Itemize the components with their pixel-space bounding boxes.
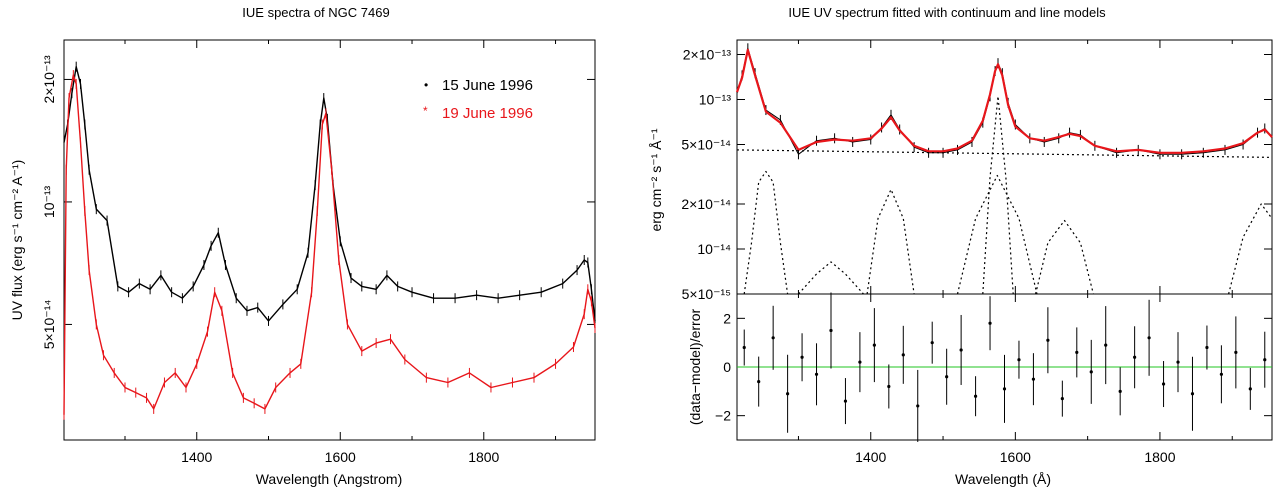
- residual-point: [1031, 377, 1036, 381]
- right-top-plot-frame: [736, 39, 1273, 295]
- residual-point: [872, 343, 876, 347]
- line-component-model: [956, 174, 1038, 295]
- right-top-ticks: 5×10⁻¹⁵ 10⁻¹⁴ 2×10⁻¹⁴ 5×10⁻¹⁴ 10⁻¹³ 2×10⁻¹³: [681, 40, 1272, 302]
- total-model-fit: [735, 48, 1273, 154]
- residual-point: [1017, 358, 1021, 362]
- left-x-axis-label: Wavelength (Angstrom): [256, 471, 403, 487]
- right-top-y-axis-label: erg cm⁻² s⁻¹ Å⁻¹: [648, 128, 664, 231]
- x-tick-label: 1600: [325, 449, 356, 465]
- right-top-series: [735, 43, 1273, 295]
- residual-point: [1133, 355, 1137, 359]
- residual-point: [916, 404, 920, 408]
- y-tick-label: 5×10⁻¹⁵: [682, 286, 731, 302]
- y-tick-label: 2×10⁻¹³: [683, 46, 732, 62]
- line-component-model: [743, 170, 789, 295]
- legend-entry-2: 19 June 1996: [442, 105, 533, 122]
- residual-point: [1089, 370, 1093, 374]
- residual-point: [1002, 387, 1007, 391]
- residual-point: [742, 345, 746, 350]
- residual-point: [829, 328, 833, 333]
- residual-point: [1176, 360, 1180, 364]
- residual-point: [1248, 387, 1252, 391]
- y-tick-label: −2: [715, 408, 731, 424]
- line-component-model: [982, 95, 1014, 295]
- y-tick-label: 2: [723, 310, 731, 326]
- y-tick-label: 10⁻¹³: [41, 185, 57, 218]
- left-chart: IUE spectra of NGC 7469 1400 1600 1800 5×10…: [9, 5, 596, 487]
- line-component-model: [866, 188, 915, 295]
- residual-point: [1219, 372, 1223, 376]
- series-15-june-1996: [63, 66, 596, 322]
- y-tick-label: 5×10⁻¹⁴: [41, 300, 57, 350]
- residual-point: [887, 384, 891, 389]
- residual-point: [1263, 358, 1267, 362]
- y-tick-label: 5×10⁻¹⁴: [681, 136, 731, 152]
- left-chart-title: IUE spectra of NGC 7469: [242, 5, 389, 20]
- right-chart-title: IUE UV spectrum fitted with continuum an…: [788, 5, 1106, 20]
- y-tick-label: 10⁻¹³: [699, 91, 732, 107]
- residual-point: [1190, 392, 1195, 396]
- spectrum-data: [736, 47, 1273, 155]
- residual-point: [1046, 338, 1050, 342]
- residual-point: [800, 355, 804, 359]
- legend-marker-1: •: [424, 78, 428, 92]
- residual-point: [1234, 350, 1238, 354]
- x-tick-label: 1800: [1144, 449, 1175, 465]
- x-tick-label: 1400: [855, 449, 886, 465]
- x-tick-label: 1600: [1000, 449, 1031, 465]
- residual-point: [988, 321, 992, 325]
- x-tick-label: 1800: [468, 449, 499, 465]
- series-19-june-1996: [63, 74, 596, 415]
- residual-point: [1104, 343, 1108, 347]
- right-top-chart: IUE UV spectrum fitted with continuum an…: [648, 5, 1273, 302]
- legend: • 15 June 1996 * 19 June 1996: [423, 77, 533, 122]
- y-tick-label: 10⁻¹⁴: [697, 241, 731, 257]
- residual-point: [1161, 382, 1166, 386]
- right-bottom-ticks: 1400 1600 1800 −2 0 2: [715, 294, 1272, 465]
- left-y-axis-label: UV flux (erg s⁻¹ cm⁻² A⁻¹): [9, 160, 25, 321]
- residual-point: [843, 399, 848, 403]
- residual-point: [1060, 397, 1064, 401]
- left-series: [63, 61, 596, 420]
- right-bottom-series: [737, 292, 1272, 442]
- right-bottom-y-axis-label: (data−model)/error: [687, 308, 703, 425]
- line-component-model: [1035, 219, 1094, 295]
- residual-point: [901, 353, 905, 357]
- residual-point: [771, 336, 775, 340]
- residual-point: [945, 375, 949, 379]
- line-component-model: [1228, 203, 1273, 295]
- legend-marker-2: *: [423, 104, 428, 118]
- residual-point: [973, 394, 978, 398]
- y-tick-label: 0: [723, 359, 731, 375]
- line-component-model: [798, 261, 864, 295]
- left-ticks: 1400 1600 1800 5×10⁻¹⁴ 10⁻¹³ 2×10⁻¹³: [41, 40, 595, 465]
- residual-point: [930, 341, 934, 345]
- right-bottom-chart: 1400 1600 1800 −2 0 2 Wavelength (Å) (data−mo…: [687, 292, 1273, 487]
- residual-point: [814, 372, 819, 376]
- y-tick-label: 2×10⁻¹⁴: [681, 196, 731, 212]
- residual-point: [1075, 350, 1079, 354]
- residual-point: [757, 380, 761, 384]
- right-x-axis-label: Wavelength (Å): [955, 471, 1051, 487]
- residual-point: [858, 360, 862, 364]
- residual-point: [1147, 336, 1151, 340]
- y-tick-label: 2×10⁻¹³: [41, 55, 57, 104]
- residual-point: [959, 348, 963, 352]
- x-tick-label: 1400: [181, 449, 212, 465]
- continuum-model: [736, 149, 1273, 158]
- legend-entry-1: 15 June 1996: [442, 77, 533, 94]
- residual-point: [1205, 345, 1209, 350]
- left-plot-frame: [63, 39, 596, 441]
- residual-point: [786, 392, 790, 396]
- residual-point: [1118, 389, 1122, 393]
